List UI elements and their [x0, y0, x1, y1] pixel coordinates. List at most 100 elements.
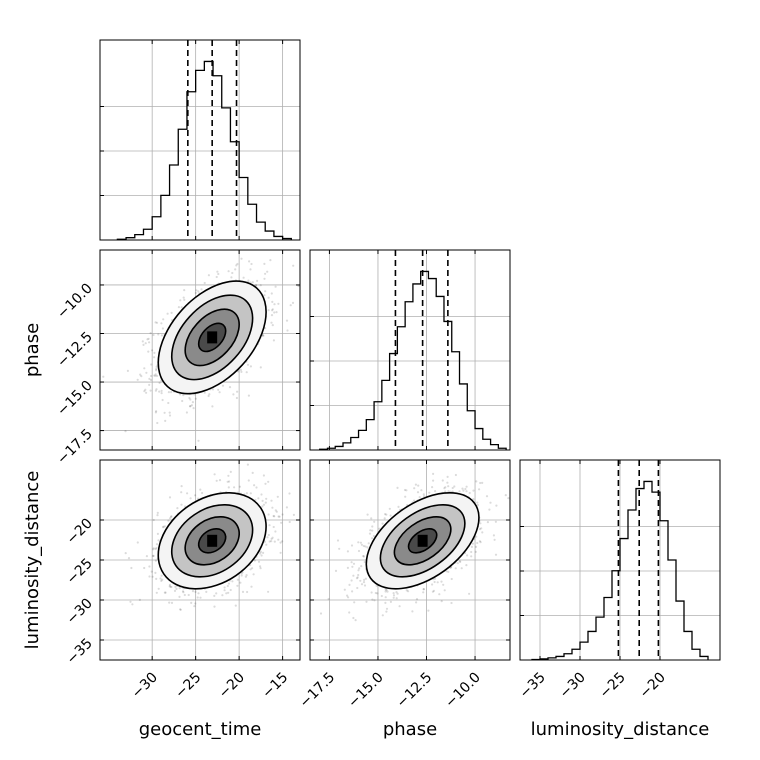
sample-point — [178, 587, 181, 590]
sample-point — [351, 565, 354, 568]
sample-point — [170, 391, 173, 394]
sample-point — [164, 419, 167, 422]
sample-point — [259, 366, 262, 369]
sample-point — [478, 528, 482, 531]
sample-point — [357, 569, 360, 572]
sample-point — [327, 597, 330, 601]
sample-point — [434, 577, 437, 580]
sample-point — [215, 592, 218, 595]
y-axis-label-luminosity_distance: luminosity_distance — [22, 471, 43, 650]
sample-point — [152, 333, 155, 337]
sample-point — [246, 463, 249, 466]
sample-point — [459, 560, 462, 564]
sample-point — [153, 351, 156, 354]
sample-point — [197, 592, 200, 595]
sample-point — [255, 486, 258, 489]
sample-point — [493, 538, 496, 541]
sample-point — [156, 511, 159, 514]
sample-point — [395, 591, 398, 594]
sample-point — [230, 276, 233, 279]
sample-point — [466, 554, 469, 557]
sample-point — [247, 394, 250, 397]
sample-point — [411, 610, 414, 613]
sample-point — [383, 517, 386, 520]
sample-point — [420, 489, 423, 492]
sample-point — [403, 488, 407, 492]
sample-point — [226, 480, 229, 483]
sample-point — [194, 494, 197, 497]
sample-point — [195, 289, 198, 292]
sample-point — [363, 560, 366, 564]
x-axis-label-phase: phase — [383, 719, 437, 740]
sample-point — [289, 304, 292, 307]
sample-point — [494, 553, 498, 556]
sample-point — [228, 480, 231, 483]
sample-point — [472, 489, 475, 492]
sample-point — [478, 488, 481, 491]
sample-point — [450, 601, 453, 605]
sample-point — [152, 547, 155, 550]
sample-point — [292, 513, 295, 517]
sample-point — [215, 275, 218, 279]
sample-point — [160, 579, 163, 583]
hist-panel-geocent_time — [99, 39, 301, 241]
sample-point — [191, 590, 195, 593]
sample-point — [221, 594, 224, 597]
sample-point — [253, 559, 256, 562]
sample-point — [434, 490, 437, 493]
sample-point — [384, 601, 387, 605]
sample-point — [475, 535, 478, 538]
sample-point — [160, 389, 163, 392]
y-tick-label: −12.5 — [54, 329, 96, 371]
sample-point — [155, 410, 158, 413]
sample-point — [414, 483, 417, 486]
sample-point — [271, 309, 274, 312]
sample-point — [223, 586, 226, 589]
sample-point — [246, 590, 249, 594]
sample-point — [468, 592, 471, 595]
sample-point — [229, 470, 232, 473]
x-tick-label: −12.5 — [394, 670, 436, 712]
panel-frame — [309, 249, 511, 451]
sample-point — [263, 540, 266, 543]
sample-point — [481, 481, 484, 484]
sample-point — [346, 550, 349, 553]
sample-point — [264, 501, 267, 504]
sample-point — [352, 616, 355, 620]
sample-point — [226, 584, 229, 588]
sample-point — [432, 472, 435, 475]
sample-point — [162, 318, 165, 321]
sample-point — [422, 588, 425, 591]
sample-point — [156, 514, 159, 517]
sample-point — [152, 548, 155, 551]
sample-point — [199, 596, 202, 599]
sample-point — [486, 521, 489, 524]
sample-point — [183, 298, 186, 301]
x-tick-label: −25 — [597, 670, 629, 702]
sample-point — [227, 474, 230, 477]
sample-point — [488, 508, 491, 511]
sample-point — [423, 495, 426, 498]
sample-point — [190, 601, 193, 605]
sample-point — [407, 590, 410, 593]
sample-point — [179, 608, 182, 611]
sample-point — [124, 552, 127, 555]
sample-point — [272, 339, 275, 342]
sample-point — [162, 525, 165, 528]
sample-point — [192, 407, 195, 410]
sample-point — [180, 485, 183, 488]
sample-point — [154, 559, 157, 562]
sample-point — [213, 594, 216, 598]
sample-point — [256, 279, 259, 282]
sample-point — [273, 303, 276, 306]
sample-point — [262, 551, 265, 555]
sample-point — [272, 514, 275, 518]
sample-point — [259, 552, 262, 555]
sample-point — [479, 522, 482, 525]
sample-point — [234, 268, 237, 271]
sample-point — [188, 396, 191, 400]
sample-point — [168, 517, 172, 520]
sample-point — [154, 547, 157, 551]
sample-point — [197, 290, 200, 293]
sample-point — [360, 583, 364, 586]
